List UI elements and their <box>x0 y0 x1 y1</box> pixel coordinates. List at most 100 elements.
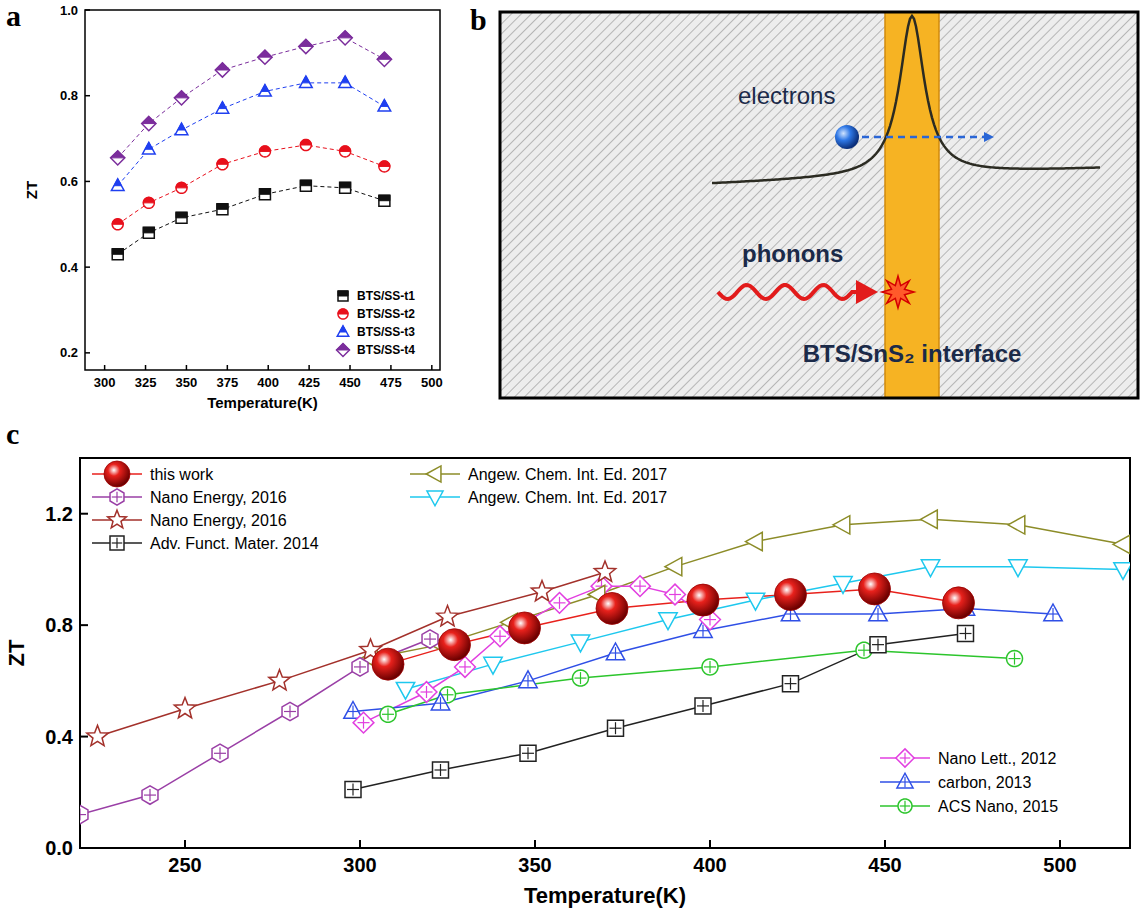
marker-cross <box>289 706 290 718</box>
marker-cross <box>709 661 710 673</box>
marker-outline <box>353 712 374 733</box>
marker-outline <box>378 100 391 112</box>
marker-fill <box>379 195 390 201</box>
x-tick <box>884 840 886 848</box>
legend-label: Adv. Funct. Mater. 2014 <box>150 535 319 552</box>
marker-outline <box>783 676 799 692</box>
data-point <box>549 592 570 613</box>
data-point <box>833 516 850 534</box>
sphere-marker <box>775 579 807 611</box>
data-point <box>87 725 108 745</box>
data-point <box>215 63 229 77</box>
y-tick-label: 0.8 <box>60 88 78 103</box>
data-point <box>142 116 156 130</box>
marker-fill <box>338 31 352 38</box>
marker-cross <box>904 801 905 812</box>
marker-cross <box>80 814 86 815</box>
x-tick-label: 450 <box>339 375 361 390</box>
data-point <box>594 561 615 581</box>
marker-cross <box>904 777 905 788</box>
marker-outline <box>300 140 311 151</box>
marker-outline <box>259 146 270 157</box>
bulk-background <box>500 12 1138 398</box>
marker-outline <box>80 805 88 823</box>
x-tick-label: 400 <box>257 375 279 390</box>
data-point <box>259 85 272 97</box>
marker-outline <box>746 532 763 550</box>
marker-fill <box>338 309 348 314</box>
series-line <box>80 639 430 815</box>
marker-outline <box>87 725 108 745</box>
legend-marker <box>338 291 348 301</box>
data-point <box>695 698 711 714</box>
y-tick <box>85 352 90 354</box>
marker-cross <box>709 614 710 626</box>
data-point <box>340 182 351 193</box>
y-tick <box>80 847 88 849</box>
diagram-panel: belectronsphononsBTS/SnS₂ interface <box>470 3 1138 398</box>
marker-outline <box>416 682 437 703</box>
marker-cross <box>965 628 966 640</box>
data-point <box>519 671 537 688</box>
diagram-frame <box>500 12 1138 398</box>
x-tick-label: 325 <box>135 375 157 390</box>
y-tick <box>85 9 90 11</box>
marker-outline <box>345 782 361 798</box>
y-tick <box>85 181 90 183</box>
marker-outline <box>571 635 589 652</box>
data-area <box>111 31 392 260</box>
y-axis-title: ZT <box>4 639 29 666</box>
data-point <box>1009 560 1027 577</box>
x-tick <box>390 365 392 370</box>
data-point <box>217 159 228 170</box>
marker-outline <box>143 197 154 208</box>
data-point <box>490 626 511 647</box>
sphere-marker <box>372 648 404 680</box>
marker-outline <box>1113 535 1130 553</box>
x-tick <box>184 840 186 848</box>
marker-outline <box>215 63 229 77</box>
legend-marker <box>104 461 130 487</box>
marker-outline <box>437 606 458 626</box>
panel-letter: a <box>6 0 21 32</box>
data-point <box>531 581 552 601</box>
marker-outline <box>1009 560 1027 577</box>
marker-fill <box>259 146 270 152</box>
marker-cross <box>615 722 616 734</box>
data-point <box>112 219 123 230</box>
series-line <box>118 38 385 158</box>
marker-outline <box>426 466 441 482</box>
marker-cross <box>674 589 675 601</box>
marker-fill <box>258 50 272 57</box>
data-point <box>175 123 188 135</box>
y-tick-label: 1.2 <box>45 503 73 525</box>
y-tick-label: 0.4 <box>45 726 74 748</box>
marker-outline <box>958 626 974 642</box>
y-tick <box>80 513 88 515</box>
x-tick-label: 500 <box>1043 854 1076 876</box>
data-point <box>379 195 390 206</box>
legend-marker <box>110 489 124 505</box>
marker-outline <box>112 219 123 230</box>
data-point <box>416 682 437 703</box>
marker-fill <box>112 249 123 255</box>
data-point <box>377 52 391 66</box>
marker-fill <box>143 227 154 233</box>
marker-outline <box>898 799 912 813</box>
data-point <box>775 579 807 611</box>
x-tick <box>186 365 188 370</box>
data-point <box>142 142 155 154</box>
legend-label: Nano Energy, 2016 <box>150 489 287 506</box>
data-point <box>746 593 764 610</box>
marker-fill <box>299 39 313 46</box>
data-point <box>437 606 458 626</box>
legend-marker <box>896 749 914 767</box>
series-line <box>118 145 385 224</box>
data-point <box>174 91 188 105</box>
data-point <box>379 161 390 172</box>
marker-cross <box>702 625 703 637</box>
marker-cross <box>440 697 441 709</box>
marker-outline <box>833 516 850 534</box>
marker-outline <box>484 657 502 674</box>
data-point <box>834 577 852 594</box>
